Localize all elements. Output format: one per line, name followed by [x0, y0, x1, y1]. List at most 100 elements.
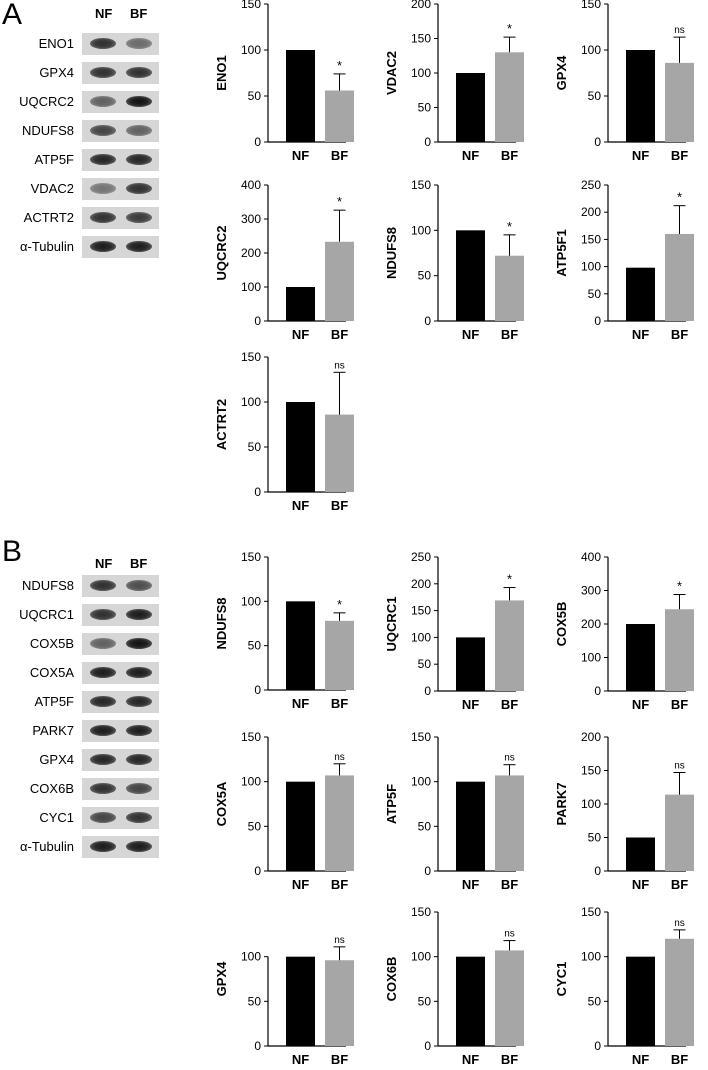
blot-label: ATP5F — [34, 152, 75, 167]
y-tick-label: 0 — [594, 684, 601, 698]
x-tick-label: BF — [671, 327, 688, 342]
y-tick-label: 0 — [424, 314, 431, 328]
y-tick-label: 150 — [241, 730, 261, 744]
x-tick-label: NF — [462, 1052, 479, 1067]
y-tick-label: 100 — [581, 260, 601, 274]
bar-bf — [325, 620, 354, 690]
bar-nf — [286, 402, 315, 492]
x-tick-label: BF — [331, 498, 348, 513]
blot-band — [90, 154, 116, 165]
lane-header-bf: BF — [130, 556, 148, 571]
y-tick-label: 200 — [581, 617, 601, 631]
x-tick-label: NF — [632, 327, 649, 342]
y-tick-label: 150 — [411, 178, 431, 192]
blot-label: VDAC2 — [30, 181, 74, 196]
y-tick-label: 0 — [424, 1039, 431, 1053]
y-tick-label: 200 — [241, 246, 261, 260]
bar-bf — [325, 775, 354, 871]
bar-chart-gpx4: 0 50 100 GPX4 NF ns BF — [214, 935, 354, 1067]
blot-strip — [82, 836, 159, 858]
bar-nf — [626, 956, 655, 1046]
y-tick-label: 250 — [581, 178, 601, 192]
blot-band — [126, 609, 152, 620]
y-tick-label: 100 — [241, 395, 261, 409]
y-tick-label: 100 — [581, 43, 601, 57]
blot-label: NDUFS8 — [21, 578, 74, 593]
y-tick-label: 50 — [588, 994, 602, 1008]
significance-label: * — [337, 597, 342, 612]
blot-band — [126, 96, 152, 107]
y-tick-label: 100 — [411, 66, 431, 80]
blot-band — [126, 212, 152, 223]
blot-label: COX5A — [29, 665, 74, 680]
y-tick-label: 50 — [418, 657, 432, 671]
significance-label: * — [507, 219, 512, 234]
y-tick-label: 50 — [248, 440, 262, 454]
bar-chart-atp5f1: 0 50 100 150 200 250 ATP5F1 NF * BF — [554, 178, 694, 342]
y-tick-label: 50 — [248, 819, 262, 833]
blot-strip — [82, 749, 159, 771]
y-axis-label: COX5B — [554, 602, 569, 647]
x-tick-label: NF — [632, 1052, 649, 1067]
y-tick-label: 50 — [248, 89, 262, 103]
y-tick-label: 200 — [581, 730, 601, 744]
y-tick-label: 300 — [581, 584, 601, 598]
blot-strip — [82, 604, 159, 626]
bar-chart-uqcrc1: 0 50 100 150 200 250 UQCRC1 NF * BF — [384, 550, 524, 712]
blot-band — [90, 754, 116, 765]
x-tick-label: BF — [501, 697, 518, 712]
y-tick-label: 100 — [241, 43, 261, 57]
y-tick-label: 200 — [411, 577, 431, 591]
x-tick-label: BF — [501, 1052, 518, 1067]
significance-label: * — [337, 58, 342, 73]
y-tick-label: 0 — [254, 485, 261, 499]
x-tick-label: NF — [292, 327, 309, 342]
bar-nf — [286, 956, 315, 1046]
y-axis-label: ATP5F1 — [554, 229, 569, 276]
significance-label: * — [507, 572, 512, 587]
blot-strip — [82, 91, 159, 113]
blot-band — [126, 580, 152, 591]
bar-chart-vdac2: 0 50 100 150 200 VDAC2 NF * BF — [384, 0, 524, 163]
blot-strip — [82, 33, 159, 55]
blot-band — [90, 725, 116, 736]
blot-label: COX6B — [29, 781, 74, 796]
bar-nf — [626, 624, 655, 691]
lane-header-nf: NF — [95, 6, 113, 21]
y-axis-label: ATP5F — [384, 784, 399, 824]
y-tick-label: 50 — [588, 287, 602, 301]
blot-label: ATP5F — [34, 694, 75, 709]
y-tick-label: 0 — [254, 1039, 261, 1053]
bar-nf — [286, 781, 315, 871]
x-tick-label: NF — [462, 697, 479, 712]
x-tick-label: BF — [501, 148, 518, 163]
blot-band — [90, 67, 116, 78]
blot-strip — [82, 633, 159, 655]
bar-bf — [325, 414, 354, 492]
y-tick-label: 0 — [594, 864, 601, 878]
blot-strip — [82, 575, 159, 597]
significance-label: ns — [674, 918, 685, 929]
blot-band — [126, 812, 152, 823]
y-tick-label: 150 — [241, 0, 261, 11]
y-tick-label: 50 — [248, 994, 262, 1008]
lane-header-bf: BF — [130, 6, 148, 21]
y-tick-label: 0 — [254, 135, 261, 149]
x-tick-label: BF — [501, 327, 518, 342]
y-axis-label: UQCRC2 — [214, 226, 229, 281]
panel-letter-a: A — [2, 0, 23, 31]
blot-band — [90, 125, 116, 136]
blot-band — [90, 212, 116, 223]
significance-label: * — [337, 194, 342, 209]
blot-band — [126, 783, 152, 794]
significance-label: * — [507, 21, 512, 36]
y-tick-label: 100 — [581, 950, 601, 964]
y-tick-label: 150 — [411, 730, 431, 744]
y-tick-label: 150 — [241, 550, 261, 564]
x-tick-label: BF — [671, 877, 688, 892]
bar-bf — [495, 950, 524, 1046]
y-tick-label: 100 — [411, 775, 431, 789]
blot-band — [90, 783, 116, 794]
y-tick-label: 50 — [418, 101, 432, 115]
blot-strip — [82, 62, 159, 84]
